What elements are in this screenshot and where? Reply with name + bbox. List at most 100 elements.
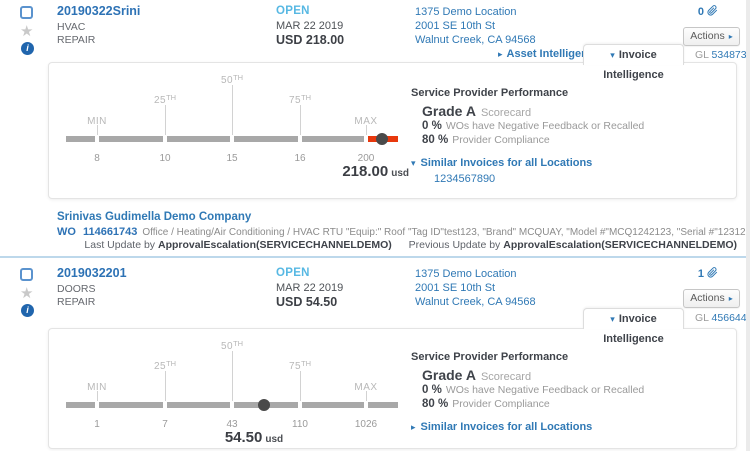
chevron-down-icon: ▾ — [610, 314, 615, 324]
percentile-value-min: 1 — [94, 419, 100, 430]
wo-number-link[interactable]: 20190322Srini — [57, 4, 141, 18]
percentile-label-max: MAX — [354, 116, 378, 127]
chevron-right-icon: ▸ — [728, 294, 733, 303]
slider-segment — [302, 402, 364, 408]
status-badge: OPEN — [276, 267, 310, 279]
slider-segment — [66, 136, 95, 142]
info-icon[interactable]: i — [21, 42, 34, 55]
gl-code: GL 534873 — [695, 49, 747, 61]
attachment-icon — [707, 5, 718, 16]
percentile-slider-chart: MIN 25TH 50TH 75TH MAX 8 10 15 16 200 21… — [49, 63, 736, 198]
tick-line — [366, 391, 367, 401]
location-address[interactable]: 2001 SE 10th St — [415, 20, 496, 32]
actions-button-label: Actions — [690, 30, 725, 42]
wo-number-link[interactable]: 2019032201 — [57, 266, 127, 280]
scrollbar[interactable] — [746, 0, 750, 451]
location-name-link[interactable]: 1375 Demo Location — [415, 6, 517, 18]
percentile-label-25th: 25TH — [153, 93, 177, 106]
location-city[interactable]: Walnut Creek, CA 94568 — [415, 296, 536, 308]
tick-line — [165, 371, 166, 401]
update-history: Last Update by ApprovalEscalation(SERVIC… — [84, 239, 737, 251]
trade-label: HVAC — [57, 21, 86, 33]
slider-segment — [302, 136, 364, 142]
info-icon[interactable]: i — [21, 304, 34, 317]
gl-label: GL — [695, 49, 709, 61]
tick-line — [300, 105, 301, 135]
percentile-value-75th: 16 — [294, 153, 306, 164]
slider-segment — [99, 136, 163, 142]
percentile-label-max: MAX — [354, 382, 378, 393]
tick-line — [165, 105, 166, 135]
wo-date: MAR 22 2019 — [276, 20, 344, 32]
chevron-right-icon: ▸ — [411, 422, 416, 432]
percentile-value-25th: 10 — [159, 153, 171, 164]
actions-button[interactable]: Actions ▸ — [683, 289, 740, 308]
gl-number-link[interactable]: 534873 — [711, 49, 747, 61]
slider-segment — [167, 402, 230, 408]
chevron-down-icon: ▾ — [411, 158, 416, 168]
wo-description-line: WO 114661743 Office / Heating/Air Conditio… — [57, 226, 750, 238]
tick-line — [97, 125, 98, 135]
select-checkbox[interactable] — [20, 6, 33, 19]
invoice-intelligence-panel-2: MIN 25TH 50TH 75TH MAX 1 7 43 110 1026 5… — [48, 328, 737, 449]
attachment-icon — [707, 267, 718, 278]
actions-button[interactable]: Actions ▸ — [683, 27, 740, 46]
percentile-label-min: MIN — [87, 116, 107, 127]
location-address[interactable]: 2001 SE 10th St — [415, 282, 496, 294]
slider-segment — [368, 402, 398, 408]
invoice-intelligence-panel-1: MIN 25TH 50TH 75TH MAX 8 10 15 16 200 21… — [48, 62, 737, 199]
tick-line — [232, 85, 233, 135]
previous-update-label: Previous Update by — [408, 239, 501, 251]
invoice-amount: 218.00 usd — [342, 163, 409, 180]
slider-marker[interactable] — [376, 133, 388, 145]
wo-description: Office / Heating/Air Conditioning / HVAC… — [142, 227, 750, 238]
attachments-link[interactable]: 1 — [660, 267, 718, 280]
invoice-amount: 54.50 usd — [224, 429, 284, 446]
percentile-value-max: 200 — [357, 153, 375, 164]
percentile-label-50th: 50TH — [220, 339, 244, 352]
metric-negative-feedback: 0 % WOs have Negative Feedback or Recalle… — [422, 120, 645, 132]
percentile-label-min: MIN — [87, 382, 107, 393]
tab-asset-intelligence[interactable]: ▸ Asset Intelligence — [498, 48, 600, 60]
grade-badge: Grade A Scorecard — [422, 367, 532, 383]
company-name-link[interactable]: Srinivas Gudimella Demo Company — [57, 211, 252, 223]
attachments-count: 0 — [697, 6, 704, 18]
location-name-link[interactable]: 1375 Demo Location — [415, 268, 517, 280]
select-checkbox[interactable] — [20, 268, 33, 281]
location-city[interactable]: Walnut Creek, CA 94568 — [415, 34, 536, 46]
slider-segment — [99, 402, 163, 408]
slider-marker[interactable] — [258, 399, 270, 411]
percentile-value-50th: 43 — [226, 419, 238, 430]
metric-compliance: 80 % Provider Compliance — [422, 134, 550, 146]
tab-invoice-intelligence[interactable]: ▾ Invoice Intelligence — [583, 308, 684, 345]
favorite-star-icon[interactable]: ★ — [20, 285, 34, 302]
percentile-value-max: 1026 — [354, 419, 378, 430]
similar-invoices-link[interactable]: ▾ Similar Invoices for all Locations — [411, 157, 593, 169]
grade-badge: Grade A Scorecard — [422, 103, 532, 119]
tab-invoice-label: Invoice Intelligence — [603, 49, 664, 81]
gl-number-link[interactable]: 456644 — [711, 312, 747, 324]
gl-label: GL — [695, 312, 709, 324]
wo-number-link[interactable]: 114661743 — [82, 226, 138, 238]
favorite-star-icon[interactable]: ★ — [20, 23, 34, 40]
percentile-value-50th: 15 — [226, 153, 238, 164]
tick-line — [366, 125, 367, 135]
similar-invoices-link[interactable]: ▸ Similar Invoices for all Locations — [411, 421, 593, 433]
wo-amount: USD 54.50 — [276, 295, 338, 309]
status-badge: OPEN — [276, 5, 310, 17]
percentile-value-min: 8 — [94, 153, 100, 164]
percentile-label-75th: 75TH — [288, 359, 312, 372]
tab-invoice-intelligence[interactable]: ▾ Invoice Intelligence — [583, 44, 684, 81]
performance-title: Service Provider Performance — [411, 351, 569, 363]
performance-title: Service Provider Performance — [411, 87, 569, 99]
attachments-link[interactable]: 0 — [660, 5, 718, 18]
tab-asset-label: Asset Intelligence — [506, 48, 601, 60]
tick-line — [97, 391, 98, 401]
metric-negative-feedback: 0 % WOs have Negative Feedback or Recalle… — [422, 384, 645, 396]
slider-segment — [167, 136, 230, 142]
trade-label: DOORS — [57, 283, 96, 295]
tab-invoice-label: Invoice Intelligence — [603, 313, 664, 345]
previous-update-value: ApprovalEscalation(SERVICECHANNELDEMO) — [503, 239, 737, 251]
similar-invoice-number[interactable]: 1234567890 — [434, 173, 496, 185]
chevron-down-icon: ▾ — [610, 50, 615, 60]
